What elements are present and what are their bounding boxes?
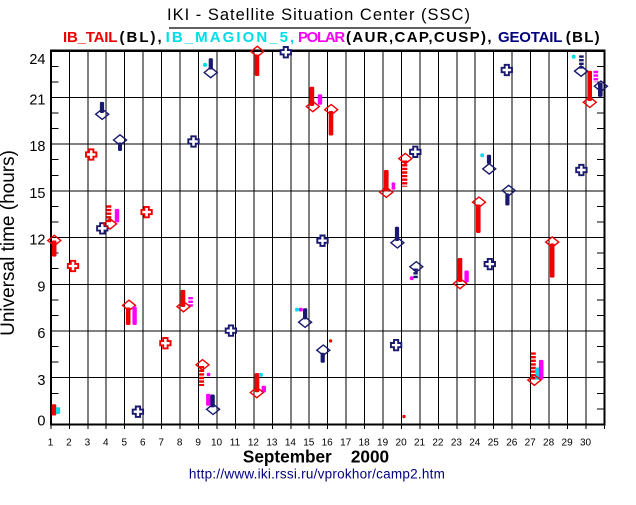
svg-text:12: 12	[29, 233, 45, 249]
svg-text:September 2000: September 2000	[243, 447, 389, 467]
svg-text:15: 15	[29, 186, 45, 202]
svg-text:GEOTAIL: GEOTAIL	[498, 29, 562, 46]
svg-text:http://www.iki.rssi.ru/vprokho: http://www.iki.rssi.ru/vprokhor/camp2.ht…	[189, 467, 445, 482]
svg-text:18: 18	[29, 139, 45, 155]
svg-text:19: 19	[377, 438, 389, 449]
svg-text:14: 14	[285, 438, 297, 449]
svg-text:IKI - Satellite Situation Cent: IKI - Satellite Situation Center (SSC)	[167, 6, 471, 24]
svg-text:6: 6	[140, 438, 146, 449]
svg-text:18: 18	[359, 438, 371, 449]
svg-text:1: 1	[48, 438, 54, 449]
svg-text:20: 20	[396, 438, 408, 449]
svg-text:28: 28	[543, 438, 555, 449]
svg-text:(BL): (BL)	[566, 29, 601, 46]
svg-text:30: 30	[580, 438, 592, 449]
svg-text:POLAR: POLAR	[298, 29, 345, 46]
svg-text:(BL),: (BL),	[120, 29, 164, 46]
svg-text:16: 16	[322, 438, 334, 449]
svg-text:4: 4	[103, 438, 109, 449]
svg-text:(AUR,CAP,CUSP),: (AUR,CAP,CUSP),	[346, 29, 493, 46]
svg-text:11: 11	[230, 438, 241, 449]
svg-text:26: 26	[506, 438, 518, 449]
svg-text:21: 21	[29, 93, 45, 109]
svg-text:24: 24	[29, 52, 45, 68]
svg-text:15: 15	[303, 438, 315, 449]
svg-text:17: 17	[340, 438, 352, 449]
svg-text:24: 24	[469, 438, 481, 449]
svg-text:25: 25	[488, 438, 500, 449]
svg-text:IB_MAGION_5,: IB_MAGION_5,	[166, 29, 297, 46]
svg-text:22: 22	[432, 438, 444, 449]
svg-text:7: 7	[158, 438, 164, 449]
svg-text:2: 2	[66, 438, 72, 449]
svg-text:5: 5	[122, 438, 128, 449]
svg-text:9: 9	[37, 279, 45, 295]
svg-text:Universal time (hours): Universal time (hours)	[0, 150, 19, 336]
svg-text:29: 29	[562, 438, 574, 449]
svg-text:13: 13	[266, 438, 278, 449]
svg-text:12: 12	[248, 438, 260, 449]
svg-text:3: 3	[85, 438, 91, 449]
svg-text:6: 6	[37, 326, 45, 342]
svg-text:IB_TAIL: IB_TAIL	[63, 29, 117, 46]
svg-text:0: 0	[37, 414, 45, 430]
svg-text:9: 9	[195, 438, 201, 449]
svg-text:21: 21	[414, 438, 426, 449]
svg-text:23: 23	[451, 438, 463, 449]
svg-text:27: 27	[525, 438, 537, 449]
svg-text:8: 8	[177, 438, 183, 449]
svg-text:3: 3	[37, 373, 45, 389]
svg-text:10: 10	[211, 438, 223, 449]
